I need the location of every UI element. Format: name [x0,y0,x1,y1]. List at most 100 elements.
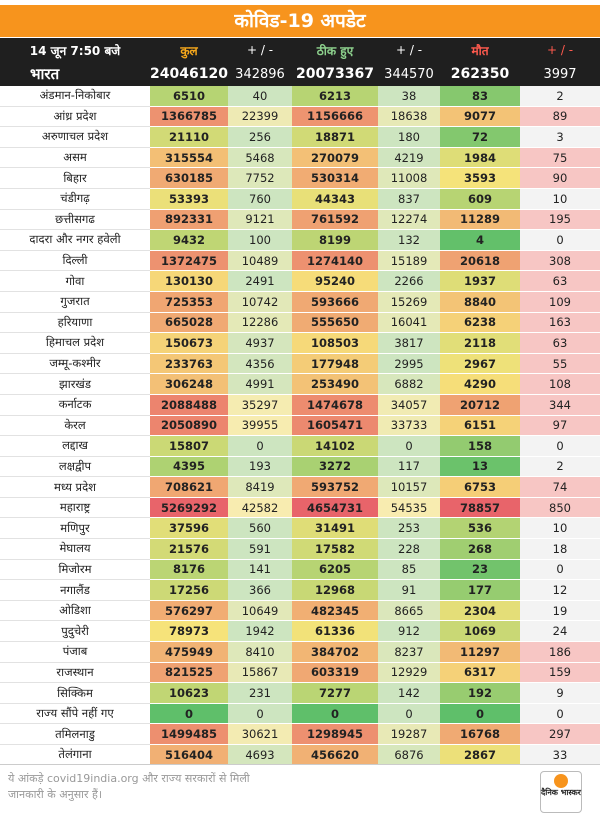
cell-deaths: 3593 [440,167,520,189]
table-row: नगालैंड 17256 366 12968 91 177 12 [0,579,600,601]
india-total: 24046120 [150,62,228,86]
cell-deaths: 6753 [440,476,520,498]
table-row: आंध्र प्रदेश 1366785 22399 1156666 18638 9077… [0,106,600,128]
cell-total: 1372475 [150,250,228,272]
cell-deaths-delta: 55 [520,353,600,375]
cell-total: 130130 [150,270,228,292]
cell-total: 53393 [150,188,228,210]
table-row: हिमाचल प्रदेश 150673 4937 108503 3817 2118 63 [0,332,600,354]
cell-total: 315554 [150,147,228,169]
state-name: तेलंगाना [0,744,150,766]
table-row: गोवा 130130 2491 95240 2266 1937 63 [0,270,600,292]
cell-deaths-delta: 63 [520,332,600,354]
cell-recovered-delta: 837 [378,188,440,210]
cell-deaths-delta: 163 [520,312,600,334]
table-row: मणिपुर 37596 560 31491 253 536 10 [0,517,600,540]
table-row: केरल 2050890 39955 1605471 33733 6151 97 [0,415,600,437]
dainik-bhaskar-logo: दैनिक भास्कर [540,771,582,813]
cell-recovered: 6205 [292,559,378,581]
cell-total: 630185 [150,167,228,189]
cell-deaths-delta: 2 [520,86,600,107]
cell-recovered-delta: 3817 [378,332,440,354]
cell-total: 150673 [150,332,228,354]
cell-total-delta: 0 [228,435,292,457]
cell-total: 6510 [150,86,228,107]
cell-deaths-delta: 0 [520,559,600,581]
cell-deaths-delta: 10 [520,188,600,210]
table-row: मेघालय 21576 591 17582 228 268 18 [0,538,600,560]
cell-total-delta: 4991 [228,373,292,395]
state-name: लद्दाख [0,435,150,457]
cell-total-delta: 2491 [228,270,292,292]
cell-recovered: 603319 [292,662,378,684]
state-name: पंजाब [0,641,150,663]
table-row: तमिलनाडु 1499485 30621 1298945 19287 16768 297 [0,723,600,745]
cell-deaths: 6238 [440,312,520,334]
cell-recovered: 95240 [292,270,378,292]
table-row: पंजाब 475949 8410 384702 8237 11297 186 [0,641,600,663]
cell-total-delta: 40 [228,86,292,107]
state-name: अंडमान-निकोबार [0,86,150,107]
cell-deaths: 11297 [440,641,520,663]
cell-deaths-delta: 24 [520,620,600,643]
cell-recovered: 761592 [292,209,378,231]
india-recovered: 20073367 [292,62,378,86]
cell-deaths-delta: 18 [520,538,600,560]
cell-total: 576297 [150,600,228,622]
state-name: दिल्ली [0,250,150,272]
state-name: बिहार [0,167,150,189]
sun-icon [554,774,568,788]
cell-total: 475949 [150,641,228,663]
cell-deaths: 4290 [440,373,520,395]
state-name: पुदुचेरी [0,620,150,643]
cell-total-delta: 42582 [228,497,292,519]
cell-recovered-delta: 15269 [378,291,440,313]
cell-deaths-delta: 33 [520,744,600,766]
cell-recovered: 12968 [292,579,378,601]
table-row: राजस्थान 821525 15867 603319 12929 6317 159 [0,662,600,684]
state-name: अरुणाचल प्रदेश [0,126,150,148]
table-row: बिहार 630185 7752 530314 11008 3593 90 [0,167,600,189]
cell-recovered: 17582 [292,538,378,560]
cell-total: 892331 [150,209,228,231]
table-row: छत्तीसगढ 892331 9121 761592 12274 11289 195 [0,209,600,231]
table-row: झारखंड 306248 4991 253490 6882 4290 108 [0,373,600,395]
cell-total-delta: 15867 [228,662,292,684]
cell-deaths: 2867 [440,744,520,766]
cell-total-delta: 10489 [228,250,292,272]
cell-recovered-delta: 2266 [378,270,440,292]
india-deaths-delta: 3997 [520,62,600,86]
table-row: ओडिशा 576297 10649 482345 8665 2304 19 [0,600,600,622]
cell-recovered-delta: 0 [378,435,440,457]
cell-deaths: 20712 [440,394,520,416]
cell-total: 306248 [150,373,228,395]
cell-total-delta: 10742 [228,291,292,313]
cell-deaths: 177 [440,579,520,601]
cell-recovered: 18871 [292,126,378,148]
cell-deaths: 4 [440,229,520,251]
cell-total-delta: 4356 [228,353,292,375]
cell-total: 21576 [150,538,228,560]
cell-recovered: 1274140 [292,250,378,272]
cell-recovered: 456620 [292,744,378,766]
cell-total-delta: 0 [228,703,292,725]
cell-recovered: 6213 [292,86,378,107]
covid-table: 14 जून 7:50 बजे कुल + / - ठीक हुए + / - … [0,38,600,766]
cell-recovered-delta: 12274 [378,209,440,231]
cell-deaths-delta: 159 [520,662,600,684]
cell-recovered-delta: 0 [378,703,440,725]
header-deaths: मौत [440,38,520,62]
cell-deaths-delta: 0 [520,435,600,457]
cell-deaths: 1069 [440,620,520,643]
cell-recovered: 1605471 [292,415,378,437]
cell-total-delta: 35297 [228,394,292,416]
state-name: गुजरात [0,291,150,313]
state-name: नगालैंड [0,579,150,601]
cell-recovered: 253490 [292,373,378,395]
cell-recovered: 1474678 [292,394,378,416]
cell-recovered-delta: 6876 [378,744,440,766]
cell-recovered: 530314 [292,167,378,189]
table-row: चंडीगढ़ 53393 760 44343 837 609 10 [0,188,600,210]
cell-total: 233763 [150,353,228,375]
